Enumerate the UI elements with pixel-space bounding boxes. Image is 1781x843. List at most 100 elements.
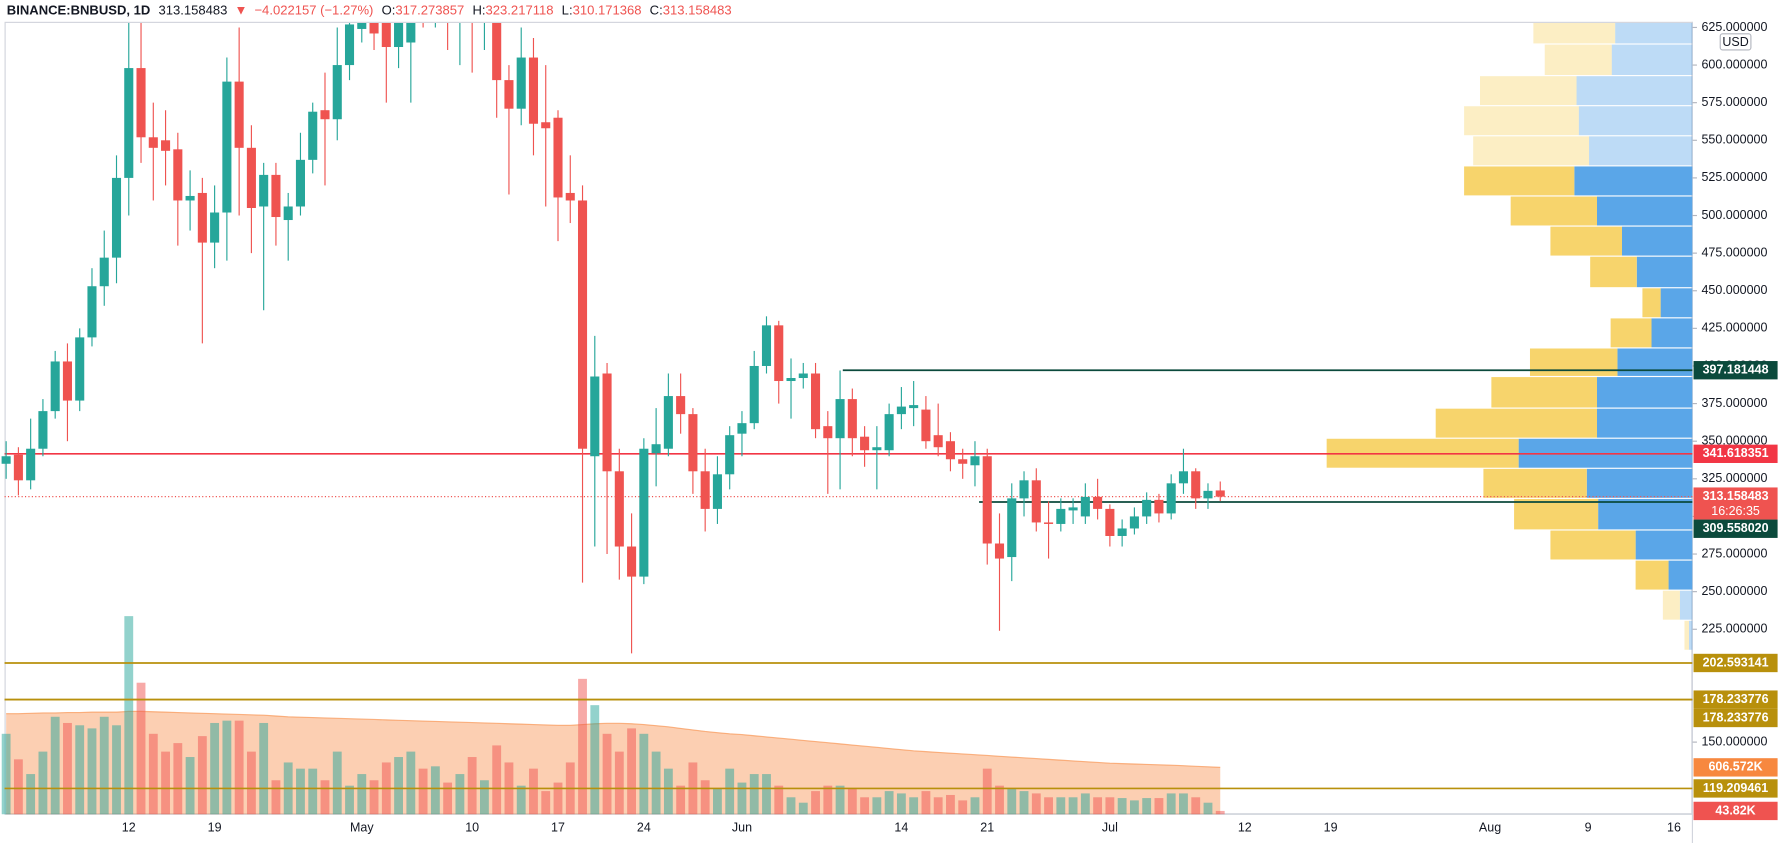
y-tick-label: 325.000000 (1701, 471, 1767, 485)
volume-bar (872, 797, 882, 815)
price-label-box (1693, 708, 1778, 728)
x-tick-label: 12 (122, 820, 136, 834)
volume-bar (541, 791, 551, 815)
candle-body (921, 409, 931, 442)
y-tick-label: 375.000000 (1701, 396, 1767, 410)
price-label-box (1693, 444, 1778, 463)
volume-bar (161, 751, 170, 815)
volume-bar (835, 785, 845, 815)
candle-body (1105, 508, 1115, 536)
y-tick-label: 450.000000 (1701, 283, 1767, 297)
candle-body (1068, 507, 1078, 511)
volume-bar (38, 751, 48, 815)
candle-body (712, 474, 722, 509)
volume-bar (430, 766, 440, 815)
volume-bar (1154, 798, 1164, 815)
x-tick-label: 19 (1324, 820, 1338, 834)
price-label: 178.233776 (1703, 710, 1769, 724)
volume-bar (590, 705, 600, 815)
candle-body (161, 140, 171, 151)
candle-body (234, 81, 244, 148)
currency-box[interactable] (1719, 33, 1752, 51)
volume-bar (1203, 802, 1213, 815)
profile-down (1510, 196, 1597, 226)
volume-bar (1105, 797, 1115, 815)
volume-bar (896, 793, 906, 815)
ohlc-key: O: (382, 3, 396, 18)
candle-body (909, 405, 919, 409)
profile-up (1586, 468, 1693, 498)
candle-body (87, 286, 97, 338)
volume-bar (1080, 793, 1090, 815)
volume-bar (529, 768, 538, 815)
candle-body (676, 396, 686, 415)
candle-body (332, 65, 342, 120)
profile-up (1668, 560, 1693, 590)
profile-up (1651, 318, 1693, 348)
profile-up (1596, 408, 1693, 438)
candle-body (381, 22, 391, 48)
profile-up (1679, 590, 1693, 620)
candle-body (541, 122, 551, 129)
candle-body (700, 471, 710, 509)
candle-body (1031, 480, 1041, 523)
candle-body (504, 80, 514, 109)
price-label-box (1693, 487, 1778, 520)
volume-bar (345, 785, 354, 815)
volume-bar (136, 682, 146, 815)
candle-body (197, 192, 207, 243)
volume-bar (847, 788, 857, 815)
profile-down (1514, 498, 1599, 530)
volume-bar (320, 780, 330, 815)
volume-bar (933, 797, 943, 815)
candle-body (811, 373, 821, 430)
profile-up (1688, 620, 1693, 650)
y-tick-label: 625.000000 (1701, 20, 1767, 34)
price-label-box (1693, 801, 1778, 821)
profile-down (1544, 44, 1612, 76)
volume-bar (823, 785, 833, 815)
volume-bar (958, 800, 968, 815)
profile-up (1635, 530, 1693, 560)
volume-bar (246, 751, 256, 815)
y-tick-label: 600.000000 (1701, 57, 1767, 71)
profile-up (1660, 288, 1693, 318)
volume-bar (1093, 797, 1103, 815)
x-tick-label: 12 (1238, 820, 1252, 834)
volume-bar (995, 785, 1004, 815)
profile-up (1598, 498, 1693, 530)
volume-bar (982, 768, 992, 815)
ohlc-key: C: (650, 3, 663, 18)
candle-body (344, 24, 355, 66)
price-label: 43.82K (1715, 803, 1755, 817)
profile-down (1435, 408, 1597, 438)
volume-bar (197, 736, 207, 815)
candle-body (320, 110, 330, 120)
candle-body (185, 195, 195, 201)
volume-bar (1166, 793, 1176, 815)
candle-body (1093, 496, 1103, 509)
volume-bar (75, 725, 85, 815)
profile-down (1642, 288, 1661, 318)
price-label: 606.572K (1708, 760, 1762, 774)
plot-area (1, 22, 1693, 815)
profile-down (1635, 560, 1669, 590)
candle-body (774, 325, 784, 382)
candle-body (1117, 528, 1127, 536)
price-label: 202.593141 (1703, 655, 1769, 669)
ohlc-value: 317.273857 (395, 3, 464, 18)
volume-bar (87, 728, 97, 815)
volume-bar (99, 716, 109, 815)
profile-up (1576, 76, 1693, 106)
candle-body (136, 68, 146, 138)
candle-body (295, 159, 306, 207)
volume-bar (516, 785, 526, 815)
profile-up (1611, 44, 1693, 76)
volume-ma-line (6, 710, 1221, 768)
volume-bar (774, 785, 784, 815)
ohlc-key: L: (562, 3, 573, 18)
candle-body (749, 365, 759, 424)
x-tick-label: 10 (465, 820, 479, 834)
candle-body (553, 117, 563, 198)
volume-bar (786, 797, 796, 815)
